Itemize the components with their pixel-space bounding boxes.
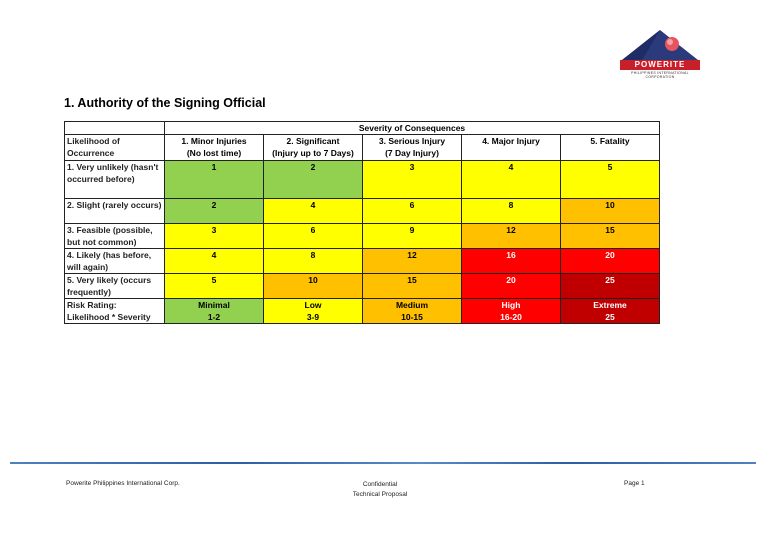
footer-center: Confidential Technical Proposal xyxy=(330,480,430,500)
risk-cell: 3 xyxy=(362,160,462,199)
table-row: 1. Very unlikely (hasn't occurred before… xyxy=(64,160,661,199)
logo-subtitle: PHILIPPINES INTERNATIONAL CORPORATION xyxy=(631,71,689,79)
risk-cell: 20 xyxy=(559,248,661,274)
severity-col-5: 5. Fatality xyxy=(559,134,661,161)
risk-cell: 6 xyxy=(263,223,363,249)
risk-cell: 5 xyxy=(559,160,661,199)
risk-cell: 6 xyxy=(362,198,462,224)
risk-cell: 10 xyxy=(559,198,661,224)
risk-cell: 12 xyxy=(461,223,561,249)
severity-col-2: 2. Significant (Injury up to 7 Days) xyxy=(263,134,363,161)
likelihood-label: 1. Very unlikely (hasn't occurred before… xyxy=(64,160,165,199)
risk-cell: 4 xyxy=(164,248,264,274)
likelihood-label: 4. Likely (has before, will again) xyxy=(64,248,165,274)
risk-cell: 5 xyxy=(164,273,264,299)
rating-high: High 16-20 xyxy=(461,298,561,324)
risk-cell: 12 xyxy=(362,248,462,274)
logo-wordmark: POWERITE xyxy=(620,60,700,70)
risk-cell: 10 xyxy=(263,273,363,299)
footer-doc-type: Technical Proposal xyxy=(352,491,408,498)
risk-cell: 20 xyxy=(461,273,561,299)
table-row: 2. Slight (rarely occurs) 2 4 6 8 10 xyxy=(64,198,661,224)
likelihood-header: Likelihood of Occurrence xyxy=(64,134,165,161)
risk-cell: 15 xyxy=(559,223,661,249)
risk-matrix-table: Severity of Consequences Likelihood of Oc… xyxy=(64,121,661,324)
risk-cell: 3 xyxy=(164,223,264,249)
severity-col-1: 1. Minor Injuries (No lost time) xyxy=(164,134,264,161)
risk-cell: 2 xyxy=(164,198,264,224)
logo-mountain-icon xyxy=(622,30,698,60)
risk-cell: 8 xyxy=(461,198,561,224)
table-row: 5. Very likely (occurs frequently) 5 10 … xyxy=(64,273,661,299)
table-row: 4. Likely (has before, will again) 4 8 1… xyxy=(64,248,661,274)
risk-cell: 8 xyxy=(263,248,363,274)
severity-col-3: 3. Serious Injury (7 Day Injury) xyxy=(362,134,462,161)
likelihood-label: 3. Feasible (possible, but not common) xyxy=(64,223,165,249)
risk-cell: 4 xyxy=(461,160,561,199)
risk-cell: 4 xyxy=(263,198,363,224)
footer-page-number: Page 1 xyxy=(624,480,645,487)
risk-rating-row: Risk Rating: Likelihood * Severity Minima… xyxy=(64,298,661,324)
risk-cell: 15 xyxy=(362,273,462,299)
empty-corner-cell xyxy=(64,121,165,135)
risk-cell: 16 xyxy=(461,248,561,274)
rating-extreme: Extreme 25 xyxy=(559,298,661,324)
risk-cell: 2 xyxy=(263,160,363,199)
risk-cell: 1 xyxy=(164,160,264,199)
footer-divider xyxy=(10,462,756,464)
risk-cell: 9 xyxy=(362,223,462,249)
likelihood-label: 2. Slight (rarely occurs) xyxy=(64,198,165,224)
risk-rating-label: Risk Rating: Likelihood * Severity xyxy=(64,298,165,324)
column-header-row: Likelihood of Occurrence 1. Minor Injurie… xyxy=(64,134,661,161)
footer-company: Powerite Philippines International Corp. xyxy=(66,480,180,487)
rating-minimal: Minimal 1-2 xyxy=(164,298,264,324)
likelihood-label: 5. Very likely (occurs frequently) xyxy=(64,273,165,299)
company-logo: POWERITE PHILIPPINES INTERNATIONAL CORPO… xyxy=(612,28,708,79)
severity-col-4: 4. Major Injury xyxy=(461,134,561,161)
severity-header-row: Severity of Consequences xyxy=(64,121,661,135)
footer-confidential: Confidential xyxy=(362,481,398,488)
risk-cell: 25 xyxy=(559,273,661,299)
rating-medium: Medium 10-15 xyxy=(362,298,462,324)
section-title: 1. Authority of the Signing Official xyxy=(64,96,266,110)
severity-header: Severity of Consequences xyxy=(163,121,661,135)
table-row: 3. Feasible (possible, but not common) 3… xyxy=(64,223,661,249)
rating-low: Low 3-9 xyxy=(263,298,363,324)
